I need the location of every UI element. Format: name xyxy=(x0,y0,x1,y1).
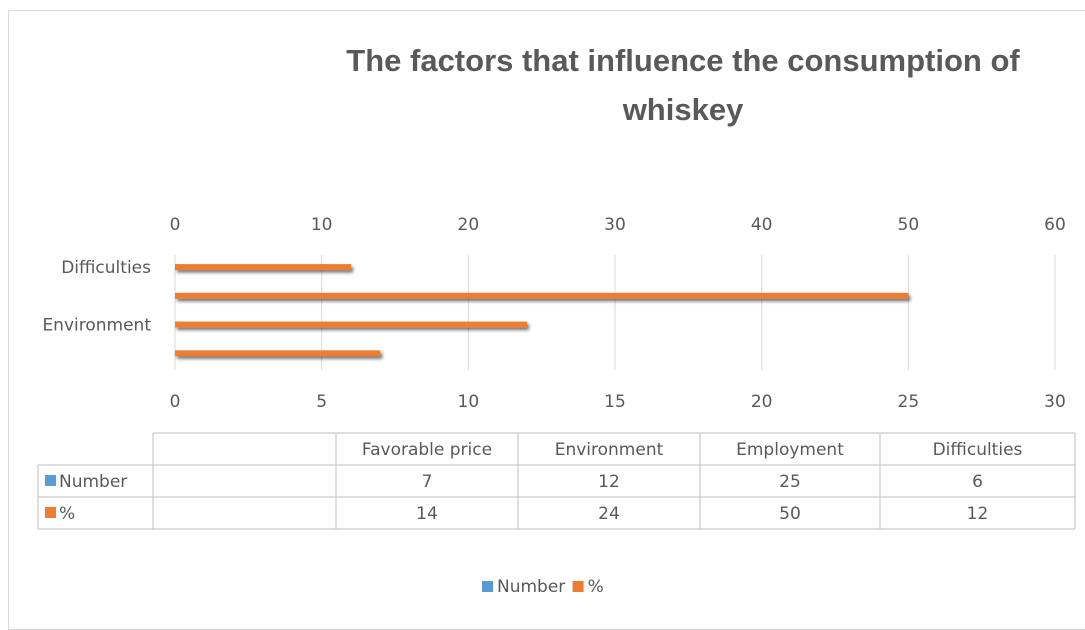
bottom-axis-tick-label: 25 xyxy=(898,392,920,412)
data-table: Favorable price Environment Employment Diff… xyxy=(37,432,1076,530)
top-axis-tick-label: 20 xyxy=(458,215,480,235)
table-value-cell: 24 xyxy=(598,504,620,524)
bar-% xyxy=(175,321,527,328)
bars xyxy=(175,264,909,357)
bottom-axis-tick-label: 5 xyxy=(316,392,327,412)
table-value-cell: 6 xyxy=(972,472,983,492)
table-header-cell: Environment xyxy=(555,440,664,460)
chart-title: The factors that influence the consumpti… xyxy=(346,43,1020,127)
table-series-label: Number xyxy=(59,472,127,492)
bottom-axis-ticks: 0 5 10 15 20 25 30 xyxy=(170,392,1066,412)
legend: Number% xyxy=(482,577,604,597)
legend-key xyxy=(482,581,493,592)
legend-label: Number xyxy=(497,577,565,597)
table-header-cell: Favorable price xyxy=(362,440,492,460)
chart-title-line: whiskey xyxy=(622,92,744,127)
category-labels: Difficulties Environment xyxy=(42,258,151,336)
table-header-cell: Employment xyxy=(736,440,844,460)
table-series-label: % xyxy=(59,504,75,524)
table-value-cell: 12 xyxy=(967,504,989,524)
chart-title-line: The factors that influence the consumpti… xyxy=(346,43,1020,78)
bottom-axis-tick-label: 20 xyxy=(751,392,773,412)
bar-% xyxy=(175,292,909,299)
gridlines xyxy=(174,255,1056,370)
bar-% xyxy=(175,264,351,271)
chart-frame xyxy=(8,10,1085,630)
bottom-axis-tick-label: 15 xyxy=(604,392,626,412)
bottom-axis-tick-label: 10 xyxy=(458,392,480,412)
table-value-cell: 12 xyxy=(598,472,620,492)
table-value-cell: 25 xyxy=(779,472,801,492)
top-axis-tick-label: 40 xyxy=(751,215,773,235)
bar-% xyxy=(175,350,381,357)
category-label: Environment xyxy=(42,316,151,336)
top-axis-tick-label: 60 xyxy=(1044,215,1066,235)
top-axis-tick-label: 10 xyxy=(311,215,333,235)
top-axis-tick-label: 50 xyxy=(898,215,920,235)
legend-label: % xyxy=(588,577,604,597)
top-axis-tick-label: 0 xyxy=(170,215,181,235)
table-legend-key xyxy=(45,507,56,518)
top-axis-ticks: 0 10 20 30 40 50 60 xyxy=(170,215,1066,235)
table-value-cell: 7 xyxy=(422,472,433,492)
bottom-axis-tick-label: 0 xyxy=(170,392,181,412)
table-value-cell: 14 xyxy=(416,504,438,524)
table-header-cell: Difficulties xyxy=(933,440,1023,460)
table-legend-key xyxy=(45,475,56,486)
bottom-axis-tick-label: 30 xyxy=(1044,392,1066,412)
top-axis-tick-label: 30 xyxy=(604,215,626,235)
category-label: Difficulties xyxy=(61,258,151,278)
legend-key xyxy=(572,581,584,592)
table-value-cell: 50 xyxy=(779,504,801,524)
